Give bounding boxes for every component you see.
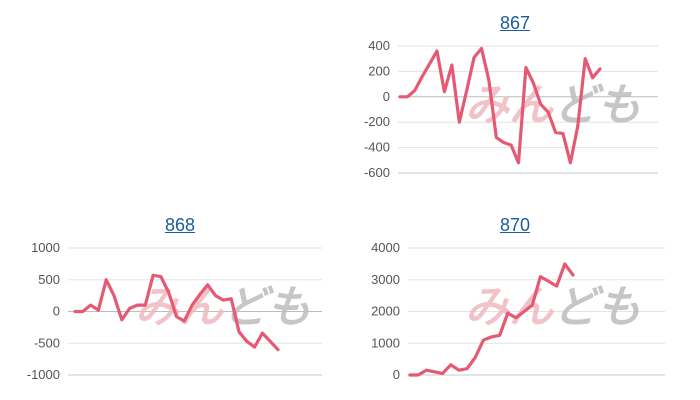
y-tick-label: 400	[368, 38, 390, 53]
chart-title-link[interactable]: 870	[499, 215, 531, 235]
y-tick-label: -500	[34, 335, 60, 350]
y-tick-label: -400	[364, 140, 390, 155]
svg-text:ども: ども	[553, 80, 641, 131]
y-tick-label: 0	[53, 304, 60, 319]
y-tick-label: 200	[368, 63, 390, 78]
svg-text:みん: みん	[465, 282, 555, 333]
y-tick-label: 2000	[371, 304, 400, 319]
y-tick-label: 0	[393, 367, 400, 382]
y-tick-label: 500	[38, 272, 60, 287]
chart-title-link[interactable]: 868	[164, 215, 196, 235]
y-tick-label: 0	[383, 89, 390, 104]
chart-panel-867: 867 400 200 0 -200 -400 -600 みん ども	[350, 10, 680, 190]
y-tick-label: -1000	[27, 367, 60, 382]
series-line	[73, 273, 280, 352]
series-line	[408, 262, 575, 377]
y-tick-label: 1000	[371, 335, 400, 350]
y-tick-label: -200	[364, 114, 390, 129]
watermark-logo: みん ども	[135, 282, 311, 333]
y-tick-label: 1000	[31, 240, 60, 255]
watermark-logo: みん ども	[465, 282, 641, 333]
y-tick-label: -600	[364, 165, 390, 180]
series-line	[398, 46, 602, 165]
y-tick-label: 4000	[371, 240, 400, 255]
chart-panel-870: 870 4000 3000 2000 1000 0 みん ども	[350, 212, 680, 392]
line-chart-868: 1000 500 0 -500 -1000 みん ども	[27, 240, 322, 382]
line-chart-870: 4000 3000 2000 1000 0 みん ども	[371, 240, 665, 382]
chart-title-link[interactable]: 867	[499, 13, 531, 33]
svg-text:ども: ども	[553, 282, 641, 333]
y-tick-label: 3000	[371, 272, 400, 287]
chart-panel-868: 868 1000 500 0 -500 -1000 みん ども	[20, 212, 340, 392]
